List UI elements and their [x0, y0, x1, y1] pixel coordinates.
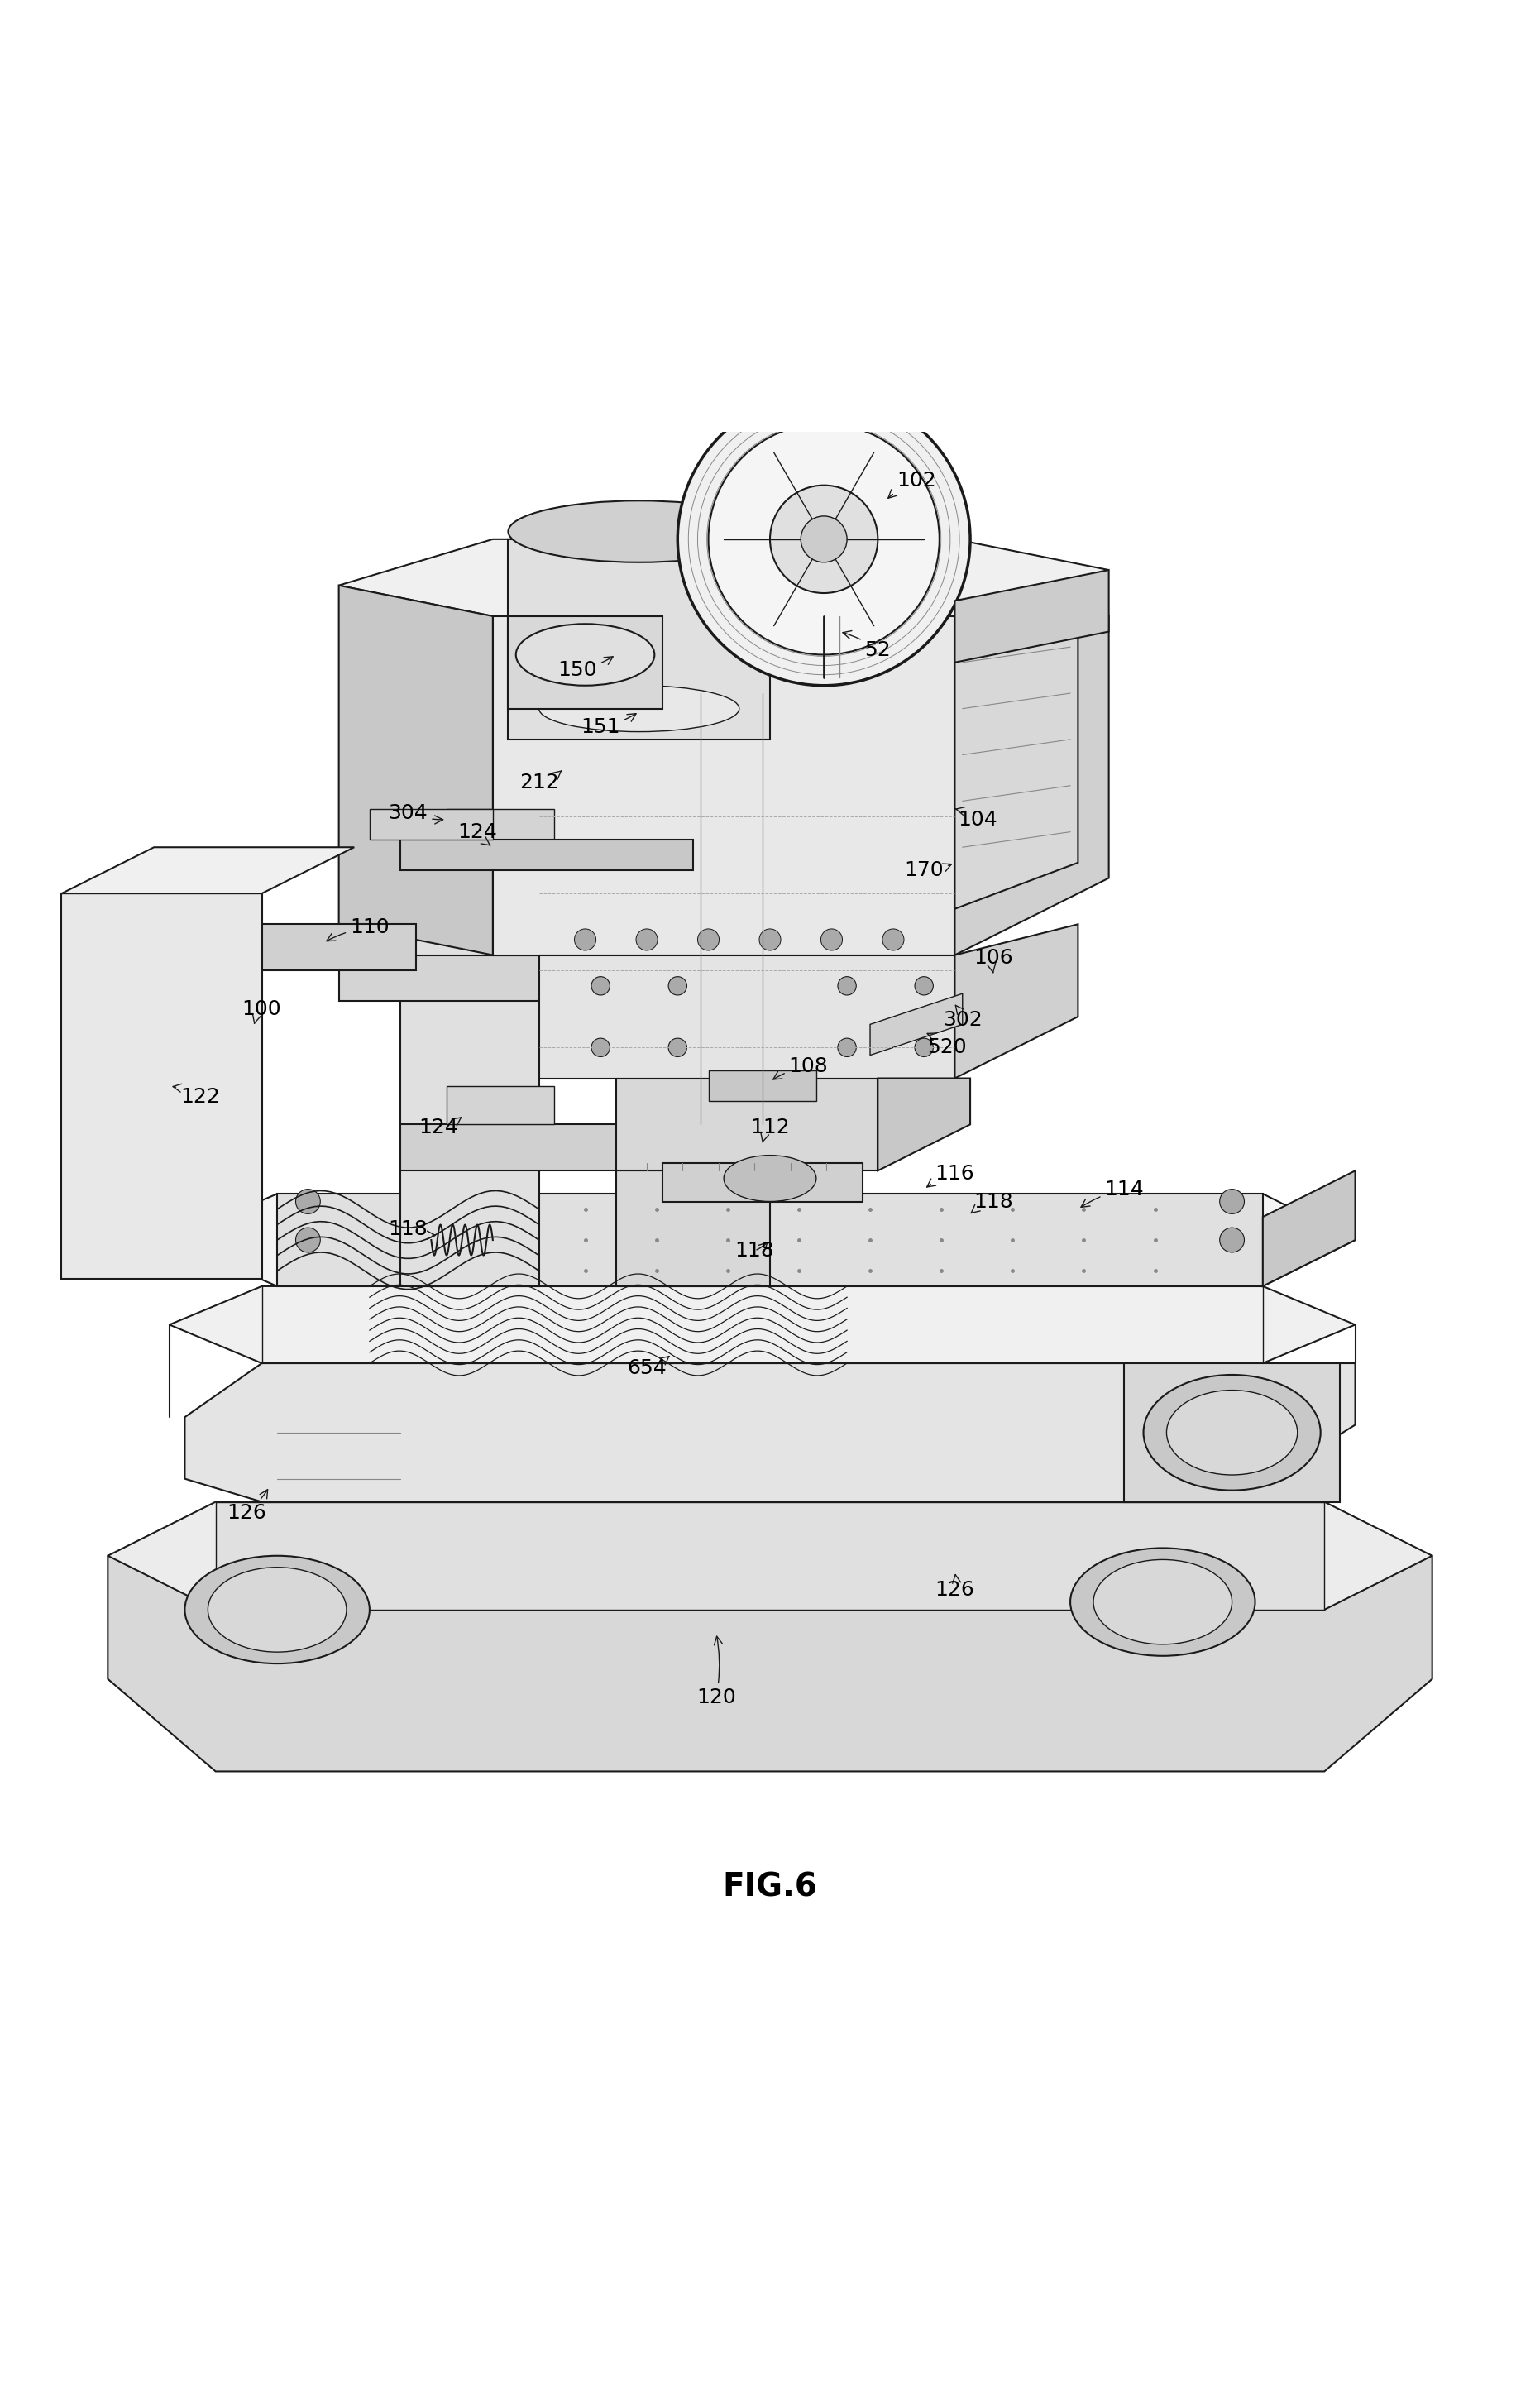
Text: 102: 102 — [889, 471, 936, 497]
Polygon shape — [708, 1072, 816, 1101]
Polygon shape — [1124, 1363, 1340, 1502]
Ellipse shape — [508, 500, 770, 562]
Polygon shape — [447, 810, 554, 848]
Ellipse shape — [192, 906, 239, 990]
Polygon shape — [539, 954, 955, 1079]
Circle shape — [678, 392, 970, 685]
Circle shape — [915, 1038, 933, 1057]
Text: 124: 124 — [457, 822, 497, 846]
Text: 106: 106 — [973, 949, 1013, 973]
Polygon shape — [400, 839, 693, 870]
Polygon shape — [400, 1125, 862, 1170]
Text: 170: 170 — [904, 860, 952, 879]
Polygon shape — [878, 1079, 970, 1170]
Text: 212: 212 — [519, 771, 562, 793]
Text: 120: 120 — [696, 1636, 736, 1709]
Text: FIG.6: FIG.6 — [722, 1872, 818, 1903]
Polygon shape — [339, 586, 493, 954]
Text: 302: 302 — [942, 1004, 983, 1028]
Polygon shape — [955, 632, 1078, 908]
Polygon shape — [108, 1502, 1432, 1610]
Circle shape — [801, 517, 847, 562]
Circle shape — [668, 1038, 687, 1057]
Ellipse shape — [1167, 1391, 1297, 1475]
Polygon shape — [277, 1194, 1263, 1286]
Text: 104: 104 — [956, 807, 998, 829]
Text: 52: 52 — [842, 630, 892, 661]
Circle shape — [838, 976, 856, 995]
Ellipse shape — [1070, 1548, 1255, 1656]
Circle shape — [770, 485, 878, 594]
Text: 126: 126 — [935, 1574, 975, 1600]
Ellipse shape — [185, 1555, 370, 1663]
Ellipse shape — [182, 894, 249, 1002]
Text: 520: 520 — [927, 1033, 967, 1057]
Text: 126: 126 — [226, 1490, 268, 1524]
Polygon shape — [616, 615, 770, 1286]
Polygon shape — [400, 615, 539, 1286]
Circle shape — [915, 976, 933, 995]
Polygon shape — [508, 538, 770, 740]
Text: 151: 151 — [581, 714, 636, 738]
Polygon shape — [62, 848, 354, 894]
Circle shape — [698, 930, 719, 952]
Polygon shape — [216, 925, 416, 971]
Ellipse shape — [208, 1567, 346, 1651]
Polygon shape — [339, 538, 1109, 615]
Polygon shape — [370, 810, 493, 839]
Text: 150: 150 — [557, 656, 613, 680]
Text: 304: 304 — [388, 803, 444, 824]
Circle shape — [882, 930, 904, 952]
Circle shape — [1220, 1228, 1244, 1252]
Text: 116: 116 — [927, 1163, 975, 1187]
Polygon shape — [616, 1079, 878, 1170]
Polygon shape — [955, 570, 1109, 663]
Ellipse shape — [1093, 1560, 1232, 1644]
Polygon shape — [169, 1194, 1355, 1286]
Polygon shape — [62, 894, 262, 1278]
Polygon shape — [870, 992, 962, 1055]
Polygon shape — [339, 954, 924, 1002]
Text: 108: 108 — [773, 1055, 829, 1079]
Ellipse shape — [1143, 1375, 1321, 1490]
Circle shape — [574, 930, 596, 952]
Circle shape — [591, 976, 610, 995]
Polygon shape — [447, 1086, 554, 1125]
Polygon shape — [1263, 1170, 1355, 1286]
Text: 112: 112 — [750, 1117, 790, 1141]
Text: 118: 118 — [735, 1240, 775, 1262]
Text: 118: 118 — [972, 1192, 1013, 1214]
Ellipse shape — [539, 685, 739, 733]
Polygon shape — [493, 615, 955, 954]
Text: 118: 118 — [388, 1218, 436, 1240]
Circle shape — [838, 1038, 856, 1057]
Circle shape — [591, 1038, 610, 1057]
Text: 654: 654 — [627, 1355, 668, 1377]
Text: 110: 110 — [326, 918, 390, 942]
Text: 122: 122 — [172, 1084, 220, 1108]
Circle shape — [1220, 1189, 1244, 1214]
Text: 100: 100 — [242, 1000, 282, 1024]
Circle shape — [708, 423, 939, 654]
Polygon shape — [662, 1163, 862, 1202]
Polygon shape — [955, 615, 1109, 954]
Text: 124: 124 — [419, 1117, 462, 1137]
Polygon shape — [108, 1555, 1432, 1771]
Circle shape — [636, 930, 658, 952]
Circle shape — [296, 1189, 320, 1214]
Circle shape — [296, 1228, 320, 1252]
Polygon shape — [169, 1286, 1355, 1363]
Circle shape — [759, 930, 781, 952]
Text: 114: 114 — [1081, 1180, 1144, 1206]
Polygon shape — [216, 1502, 1324, 1610]
Circle shape — [821, 930, 842, 952]
Polygon shape — [185, 1363, 1355, 1502]
Polygon shape — [955, 925, 1078, 1079]
Ellipse shape — [516, 625, 654, 685]
Circle shape — [668, 976, 687, 995]
Ellipse shape — [724, 1156, 816, 1202]
Polygon shape — [508, 615, 662, 709]
